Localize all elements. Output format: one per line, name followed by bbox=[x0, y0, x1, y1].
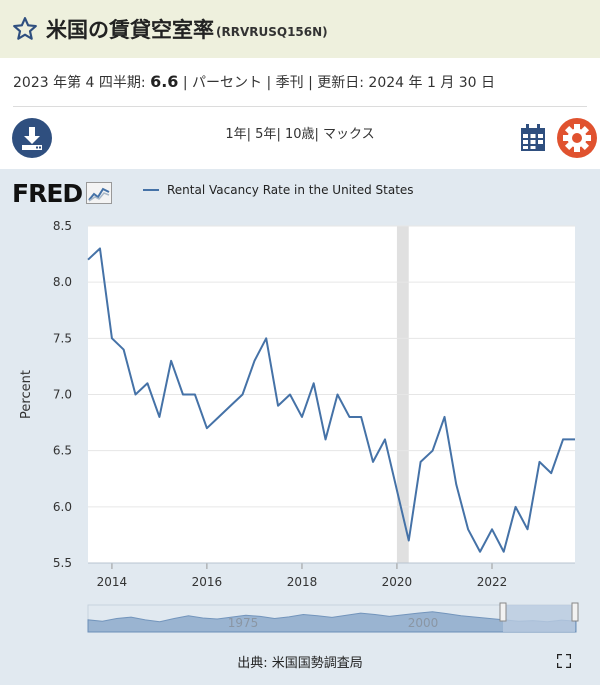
star-icon[interactable] bbox=[12, 16, 38, 42]
series-id: (RRVRUSQ156N) bbox=[216, 25, 328, 39]
series-meta: 2023 年第 4 四半期: 6.6 | パーセント | 季刊 | 更新日: 2… bbox=[13, 72, 495, 92]
y-axis-title: Percent bbox=[19, 370, 34, 419]
x-tick-label: 2020 bbox=[382, 575, 413, 589]
y-tick-label: 5.5 bbox=[53, 556, 72, 570]
line-chart[interactable]: 8.5 8.0 7.5 7.0 6.5 6.0 5.5 Percent 2014 2016 2018… bbox=[0, 169, 600, 639]
series-line bbox=[87, 247, 575, 553]
legend-swatch bbox=[143, 189, 159, 191]
navigator-selection bbox=[503, 605, 575, 632]
x-tick-label: 2014 bbox=[97, 575, 128, 589]
navigator-label: 2000 bbox=[408, 616, 439, 630]
title-bar: 米国の賃貸空室率 (RRVRUSQ156N) bbox=[0, 0, 600, 58]
x-tick-label: 2018 bbox=[287, 575, 318, 589]
legend-label: Rental Vacancy Rate in the United States bbox=[167, 183, 414, 197]
x-tick-label: 2016 bbox=[192, 575, 223, 589]
range-selector: 1年| 5年| 10歳| マックス bbox=[225, 127, 375, 142]
navigator-handle[interactable] bbox=[571, 602, 579, 622]
navigator-label: 1975 bbox=[228, 616, 259, 630]
chart-legend: Rental Vacancy Rate in the United States bbox=[143, 183, 414, 197]
fred-logo[interactable]: FRED bbox=[12, 178, 113, 208]
range-5y[interactable]: 5年 bbox=[255, 127, 277, 142]
divider bbox=[13, 106, 587, 107]
download-icon bbox=[22, 127, 42, 150]
download-button[interactable] bbox=[12, 118, 52, 158]
calendar-icon[interactable] bbox=[520, 124, 546, 152]
y-tick-label: 6.0 bbox=[53, 500, 72, 514]
mini-chart-icon bbox=[86, 182, 113, 204]
fred-logo-text: FRED bbox=[12, 178, 83, 208]
latest-value: 6.6 bbox=[150, 72, 179, 91]
y-tick-label: 6.5 bbox=[53, 444, 72, 458]
fullscreen-icon[interactable] bbox=[557, 654, 571, 668]
gear-icon bbox=[563, 124, 591, 152]
y-tick-label: 7.5 bbox=[53, 331, 72, 345]
source-note: 出典: 米国国勢調査局 bbox=[237, 656, 363, 671]
range-10y[interactable]: 10歳 bbox=[284, 127, 315, 142]
range-max[interactable]: マックス bbox=[323, 127, 375, 142]
settings-button[interactable] bbox=[557, 118, 597, 158]
meta-details: | パーセント | 季刊 | 更新日: 2024 年 1 月 30 日 bbox=[182, 75, 496, 91]
y-tick-label: 8.5 bbox=[53, 219, 72, 233]
range-1y[interactable]: 1年 bbox=[225, 127, 247, 142]
meta-period: 2023 年第 4 四半期: bbox=[13, 75, 146, 91]
y-tick-label: 8.0 bbox=[53, 275, 72, 289]
navigator-handle[interactable] bbox=[499, 602, 507, 622]
y-tick-label: 7.0 bbox=[53, 388, 72, 402]
page-title: 米国の賃貸空室率 bbox=[46, 18, 214, 42]
x-tick-label: 2022 bbox=[477, 575, 508, 589]
